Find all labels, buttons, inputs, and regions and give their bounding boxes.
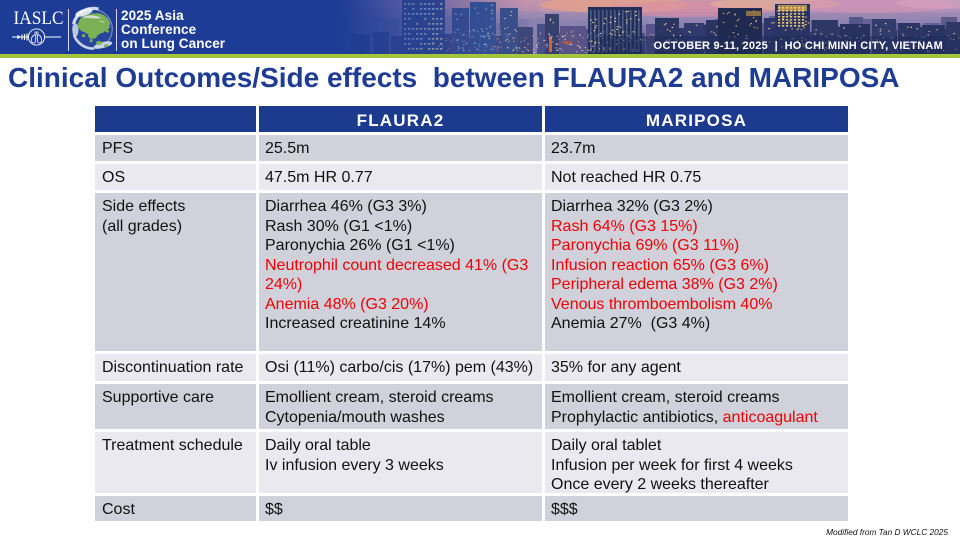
svg-text:IASLC: IASLC — [14, 8, 64, 29]
